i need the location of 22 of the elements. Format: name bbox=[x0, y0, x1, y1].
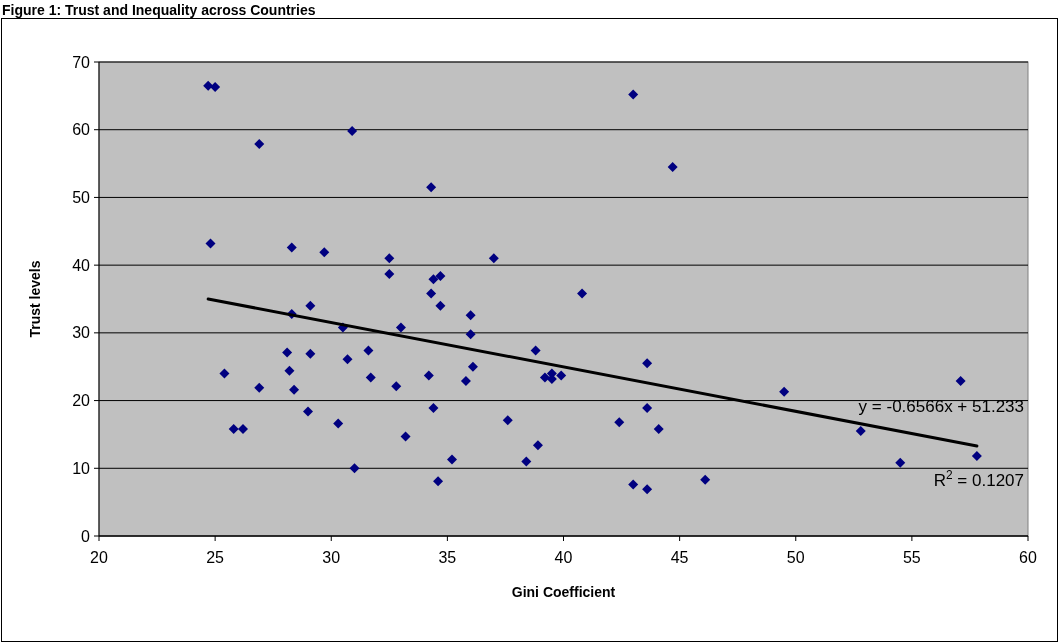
y-tick-label: 70 bbox=[72, 53, 91, 71]
y-tick-label: 30 bbox=[72, 324, 91, 342]
y-tick-label: 20 bbox=[72, 392, 91, 410]
y-tick-label: 60 bbox=[72, 121, 91, 139]
x-tick-label: 20 bbox=[90, 549, 108, 566]
y-tick-label: 40 bbox=[72, 256, 91, 274]
x-tick-label: 35 bbox=[438, 549, 457, 566]
x-tick-label: 55 bbox=[902, 549, 921, 566]
y-axis-title: Trust levels bbox=[27, 260, 43, 338]
y-tick-label: 50 bbox=[72, 189, 91, 207]
annotation: y = -0.6566x + 51.233 bbox=[858, 397, 1024, 416]
chart-title: Figure 1: Trust and Inequality across Countries bbox=[2, 2, 316, 18]
x-tick-label: 30 bbox=[322, 549, 341, 566]
annotation: R$^{2}$ = 0.1207 bbox=[933, 468, 1024, 490]
y-tick-label: 0 bbox=[81, 527, 91, 545]
x-tick-label: 40 bbox=[554, 549, 573, 566]
x-tick-label: 60 bbox=[1019, 549, 1037, 566]
y-tick-label: 10 bbox=[72, 459, 91, 477]
x-tick-label: 50 bbox=[786, 549, 805, 566]
x-tick-label: 45 bbox=[670, 549, 689, 566]
x-tick-label: 25 bbox=[206, 549, 225, 566]
x-axis-title: Gini Coefficient bbox=[511, 584, 616, 600]
